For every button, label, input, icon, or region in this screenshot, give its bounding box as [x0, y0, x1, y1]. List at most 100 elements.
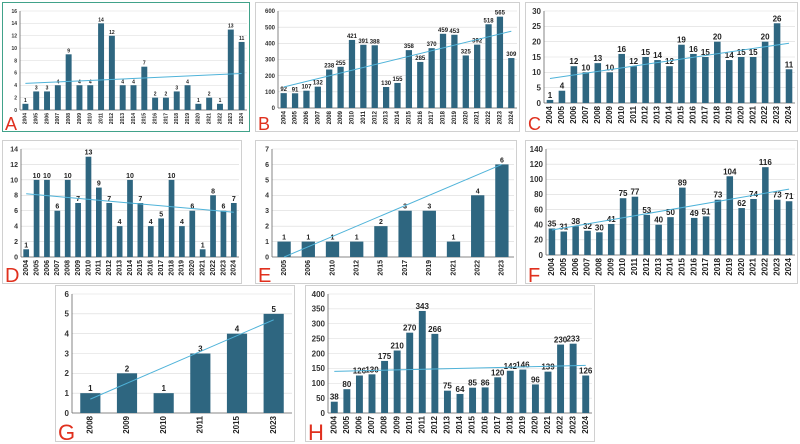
value-label: 9: [97, 181, 101, 188]
x-tick-label: 2013: [384, 110, 390, 124]
value-label: 19: [677, 36, 686, 45]
x-tick-label: 2011: [98, 113, 104, 124]
value-label: 309: [506, 52, 517, 58]
bar-2010: [348, 39, 356, 108]
x-tick-label: 2017: [402, 260, 409, 276]
x-tick-label: 2005: [281, 260, 288, 276]
panel-letter: G: [58, 420, 75, 443]
chart-svg-b: 0 100 200 300 400 500 600 92 2004 91 2005 107 2006 13…: [258, 9, 517, 133]
x-tick-label: 2006: [304, 110, 310, 124]
x-tick-label: 2024: [231, 260, 238, 276]
value-label: 126: [579, 367, 593, 376]
value-label: 518: [484, 18, 495, 24]
y-tick-label: 0: [14, 254, 18, 261]
x-tick-label: 2015: [378, 260, 385, 276]
bar-2012: [106, 203, 113, 257]
bar-2006: [44, 179, 50, 257]
x-tick-label: 2015: [406, 110, 412, 124]
bar-2012: [431, 333, 439, 413]
bar-2018: [714, 41, 721, 103]
value-label: 1: [219, 98, 222, 104]
bar-2016: [147, 226, 154, 257]
value-label: 139: [541, 363, 555, 372]
value-label: 155: [392, 77, 403, 83]
y-tick-label: 5: [65, 310, 70, 319]
y-tick-label: 2: [265, 224, 269, 231]
bar-2006: [44, 91, 50, 110]
bar-2013: [443, 390, 451, 413]
bar-2013: [655, 224, 662, 255]
x-tick-label: 2020: [736, 105, 745, 123]
x-tick-label: 2009: [392, 415, 401, 433]
y-tick-label: 500: [265, 25, 276, 31]
value-label: 270: [403, 324, 417, 333]
value-label: 75: [619, 189, 628, 198]
bar-2012: [371, 45, 378, 108]
y-tick-label: 6: [14, 208, 18, 215]
bar-2023: [220, 210, 227, 257]
value-label: 4: [89, 79, 92, 85]
y-tick-label: 8: [14, 193, 18, 200]
x-tick-label: 2011: [195, 415, 204, 433]
x-tick-label: 2014: [127, 260, 134, 276]
bar-2007: [582, 72, 590, 103]
y-tick-label: 400: [265, 41, 276, 47]
value-label: 85: [468, 379, 477, 388]
value-label: 4: [149, 219, 153, 226]
bar-2004: [330, 401, 338, 413]
x-tick-label: 2012: [372, 110, 378, 124]
x-tick-label: 2007: [583, 257, 592, 275]
y-tick-label: 1: [65, 389, 70, 398]
trendline: [26, 193, 234, 213]
x-tick-label: 2004: [23, 113, 29, 124]
bar-2010: [619, 198, 627, 255]
bar-2013: [119, 85, 126, 110]
x-tick-label: 2017: [700, 105, 709, 123]
bar-2012: [108, 35, 115, 110]
bar-2022: [485, 24, 492, 108]
bar-2014: [127, 179, 133, 257]
x-tick-label: 2008: [65, 260, 72, 276]
value-label: 1: [331, 235, 335, 242]
y-tick-label: 12: [10, 162, 18, 169]
value-label: 73: [773, 191, 782, 200]
bar-2021: [750, 198, 757, 255]
bar-2006: [570, 66, 578, 103]
value-label: 104: [723, 167, 737, 176]
chart-panel-d: 0 2 4 6 8 10 12 14 1 2004 10 2005 10 2006 6 2007 10 2008 7…: [2, 140, 242, 285]
value-label: 86: [481, 378, 490, 387]
x-tick-label: 2016: [689, 105, 698, 123]
value-label: 343: [416, 302, 430, 311]
panel-letter: F: [528, 265, 540, 285]
bar-2004: [23, 249, 30, 257]
y-tick-label: 7: [265, 146, 269, 153]
bar-2023: [773, 199, 781, 255]
x-tick-label: 2012: [354, 260, 361, 276]
value-label: 4: [132, 79, 135, 85]
value-label: 32: [583, 222, 592, 231]
x-tick-label: 2005: [33, 260, 40, 276]
x-tick-label: 2006: [305, 260, 312, 276]
y-tick-label: 120: [530, 160, 544, 169]
y-tick-label: 350: [312, 305, 326, 314]
x-tick-label: 2018: [505, 415, 514, 433]
bar-2021: [749, 57, 757, 103]
bar-2013: [116, 226, 123, 257]
bar-2017: [428, 48, 435, 108]
x-tick-label: 2016: [689, 257, 698, 275]
value-label: 2: [208, 92, 211, 98]
x-tick-label: 2016: [148, 260, 155, 276]
x-tick-label: 2006: [571, 257, 580, 275]
x-tick-label: 2008: [85, 415, 94, 433]
bar-2012: [350, 241, 364, 257]
bar-2015: [374, 226, 388, 257]
value-label: 14: [653, 51, 662, 60]
value-label: 71: [785, 192, 794, 201]
x-tick-label: 2022: [210, 260, 217, 276]
x-tick-label: 2005: [557, 105, 566, 123]
bar-2004: [548, 228, 556, 255]
bar-2005: [33, 179, 40, 257]
value-label: 12: [109, 30, 115, 36]
y-tick-label: 250: [312, 334, 326, 343]
bar-2022: [762, 167, 769, 255]
